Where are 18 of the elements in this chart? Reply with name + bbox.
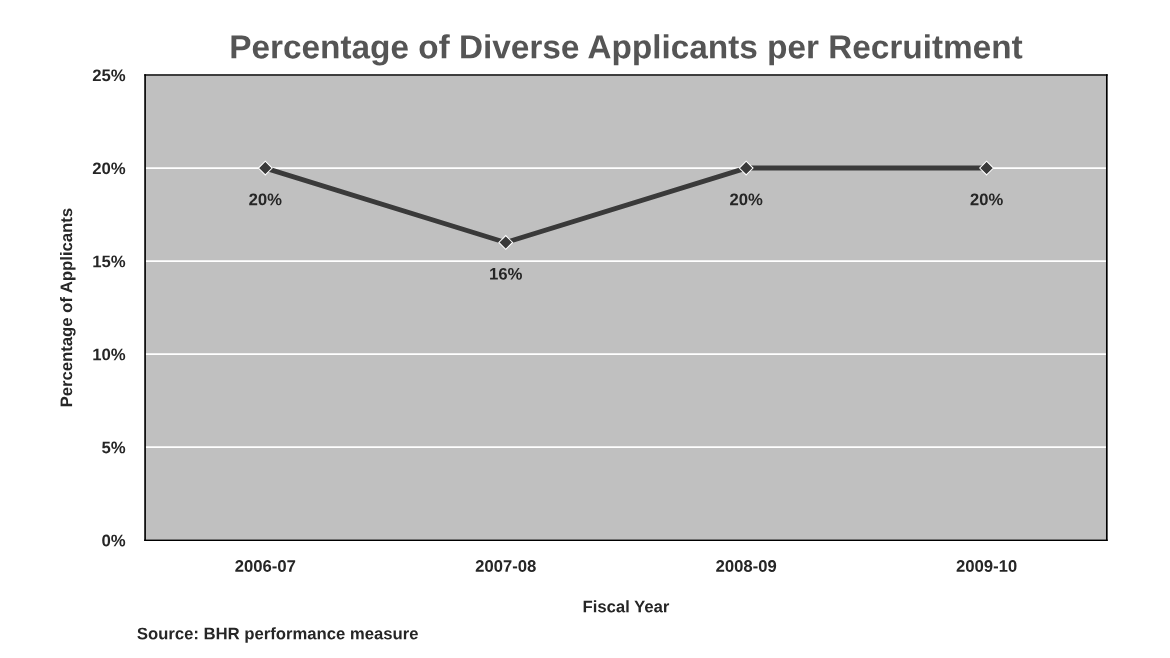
y-tick-label: 20% bbox=[92, 162, 126, 175]
x-tick-label: 2007-08 bbox=[475, 560, 536, 572]
x-tick-label: 2009-10 bbox=[956, 560, 1017, 572]
y-tick-label: 15% bbox=[93, 255, 126, 268]
y-axis-title: Percentage of Applicants bbox=[60, 208, 76, 407]
y-tick-label: 0% bbox=[102, 534, 126, 547]
data-label: 16% bbox=[490, 267, 522, 280]
data-label: 20% bbox=[249, 193, 282, 206]
y-tick-label: 10% bbox=[93, 348, 126, 361]
chart-title: Percentage of Diverse Applicants per Recruitment bbox=[231, 34, 1023, 66]
y-tick-label: 25% bbox=[92, 69, 126, 82]
data-label: 20% bbox=[970, 193, 1003, 206]
x-tick-label: 2008-09 bbox=[716, 560, 777, 572]
y-tick-label: 5% bbox=[102, 441, 126, 454]
x-tick-label: 2006-07 bbox=[235, 560, 296, 572]
data-label: 20% bbox=[730, 193, 763, 206]
x-axis-title: Fiscal Year bbox=[583, 600, 670, 613]
source-note: Source: BHR performance measure bbox=[137, 627, 418, 643]
